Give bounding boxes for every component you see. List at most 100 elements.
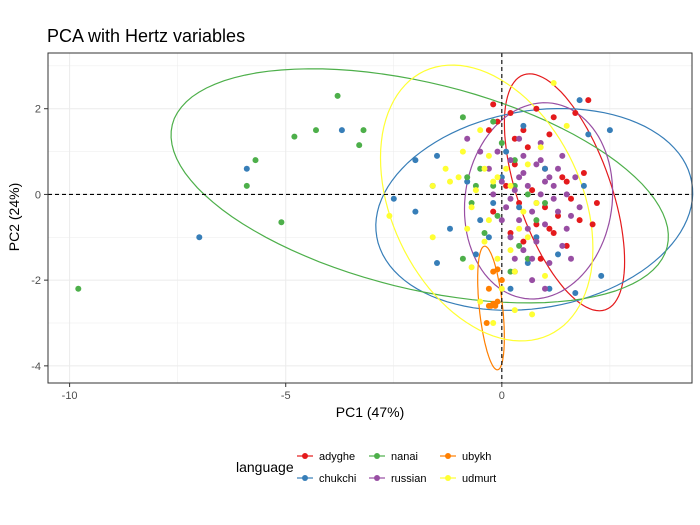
point-adyghe <box>529 187 536 194</box>
point-nanai <box>507 268 514 275</box>
point-russian <box>546 260 553 266</box>
point-nanai <box>464 174 471 181</box>
legend-title: language <box>236 459 294 475</box>
point-nanai <box>511 182 518 189</box>
ellipse-udmurt <box>379 64 594 342</box>
point-russian <box>537 157 544 164</box>
point-russian <box>537 140 544 146</box>
y-tick-label: 0 <box>35 189 41 201</box>
y-axis-title: PC2 (24%) <box>6 183 22 251</box>
point-udmurt <box>459 148 466 155</box>
point-chukchi <box>585 131 592 138</box>
point-chukchi <box>490 200 497 206</box>
point-russian <box>529 277 536 284</box>
point-udmurt <box>464 225 471 232</box>
point-chukchi <box>520 122 527 129</box>
ellipse-chukchi <box>375 108 694 311</box>
point-adyghe <box>585 97 592 104</box>
point-russian <box>516 174 523 181</box>
point-udmurt <box>386 212 393 219</box>
point-udmurt <box>524 161 531 168</box>
point-udmurt <box>511 268 518 275</box>
point-russian <box>563 191 570 198</box>
legend-key-point <box>302 475 308 481</box>
y-tick-label: 2 <box>35 104 41 116</box>
ellipse-ubykh <box>477 245 505 371</box>
point-nanai <box>490 118 497 125</box>
point-ubykh <box>498 277 505 284</box>
point-nanai <box>459 114 466 121</box>
point-adyghe <box>589 221 596 228</box>
point-russian <box>520 170 527 176</box>
point-nanai <box>278 219 285 226</box>
legend-key-point <box>445 453 451 459</box>
point-chukchi <box>572 290 579 296</box>
point-chukchi <box>477 217 484 224</box>
point-russian <box>568 255 574 262</box>
point-russian <box>576 204 583 211</box>
legend-item-udmurt: udmurt <box>440 473 496 485</box>
point-nanai <box>511 157 518 164</box>
point-adyghe <box>537 255 544 262</box>
point-russian <box>507 234 514 241</box>
point-russian <box>563 225 570 232</box>
point-russian <box>550 182 557 189</box>
legend-item-russian: russian <box>369 473 426 485</box>
legend-item-nanai: nanai <box>369 451 418 463</box>
point-udmurt <box>563 122 570 129</box>
point-adyghe <box>494 118 501 125</box>
legend-key-point <box>302 453 308 459</box>
y-tick-label: -4 <box>31 361 41 373</box>
point-chukchi <box>542 165 548 172</box>
point-udmurt <box>516 225 523 232</box>
legend-item-chukchi: chukchi <box>297 473 356 485</box>
legend-key-point <box>374 475 380 481</box>
legend-label: nanai <box>391 451 418 463</box>
point-russian <box>511 255 518 262</box>
point-ubykh <box>494 266 501 273</box>
point-chukchi <box>464 178 471 185</box>
ellipse-russian <box>463 102 614 300</box>
point-nanai <box>494 212 501 219</box>
point-adyghe <box>520 238 527 245</box>
point-chukchi <box>447 225 453 232</box>
point-nanai <box>542 200 548 206</box>
point-ubykh <box>492 302 499 309</box>
data-points <box>75 80 613 326</box>
point-adyghe <box>503 182 510 189</box>
point-russian <box>511 187 518 194</box>
point-udmurt <box>472 187 479 194</box>
point-chukchi <box>533 234 540 241</box>
point-udmurt <box>468 204 475 211</box>
point-nanai <box>459 255 466 262</box>
legend: language adyghe chukchi nanai russian ubykh u… <box>236 451 496 485</box>
legend-key-point <box>374 453 380 459</box>
point-russian <box>533 238 540 245</box>
point-russian <box>520 152 527 159</box>
point-nanai <box>516 242 523 249</box>
point-russian <box>555 165 561 172</box>
point-chukchi <box>434 260 440 266</box>
axis-ticks: -10 -5 0 -4 -2 0 2 <box>31 104 505 402</box>
point-chukchi <box>576 97 583 104</box>
point-russian <box>559 242 566 249</box>
point-russian <box>529 255 536 262</box>
x-axis-title: PC1 (47%) <box>336 404 404 420</box>
point-udmurt <box>533 200 540 206</box>
point-adyghe <box>542 204 548 211</box>
point-chukchi <box>546 285 553 292</box>
point-udmurt <box>524 234 531 241</box>
point-adyghe <box>546 131 553 138</box>
point-udmurt <box>494 174 501 181</box>
x-tick-label: 0 <box>499 390 505 402</box>
point-russian <box>546 174 553 181</box>
point-adyghe <box>490 208 497 215</box>
point-adyghe <box>511 161 518 168</box>
point-nanai <box>524 191 531 198</box>
legend-label: chukchi <box>319 473 356 485</box>
point-udmurt <box>498 285 505 292</box>
point-chukchi <box>196 234 203 241</box>
point-adyghe <box>520 127 527 134</box>
point-udmurt <box>550 80 557 86</box>
point-udmurt <box>481 165 488 172</box>
